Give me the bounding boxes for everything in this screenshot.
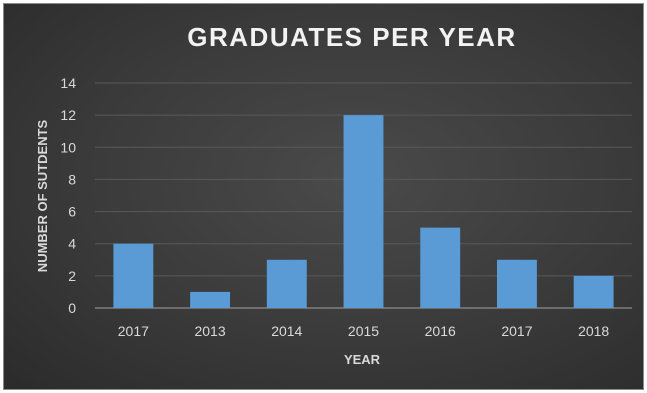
y-tick-label: 8 — [68, 171, 76, 187]
y-tick-label: 2 — [68, 268, 76, 284]
bars — [113, 115, 614, 309]
x-tick-label: 2016 — [425, 323, 456, 339]
x-tick-label: 2013 — [194, 323, 225, 339]
x-axis-title: YEAR — [344, 352, 381, 367]
y-axis-ticks: 0 2 4 6 8 10 12 14 — [60, 75, 76, 316]
y-axis-title: NUMBER OF SUTDENTS — [35, 119, 50, 272]
y-tick-label: 10 — [60, 139, 76, 155]
bar-3 — [343, 115, 384, 309]
x-axis-ticks: 2017 2013 2014 2015 2016 2017 2018 — [118, 323, 610, 339]
y-tick-label: 12 — [60, 107, 76, 123]
y-tick-label: 14 — [60, 75, 76, 91]
bar-1 — [190, 291, 231, 308]
chart-area — [3, 3, 644, 390]
bar-5 — [496, 259, 537, 308]
bar-4 — [420, 227, 461, 308]
bar-2 — [266, 259, 307, 308]
y-tick-label: 6 — [68, 204, 76, 220]
x-tick-label: 2017 — [118, 323, 149, 339]
x-tick-label: 2017 — [501, 323, 532, 339]
x-tick-label: 2015 — [348, 323, 379, 339]
bar-0 — [113, 243, 154, 308]
x-tick-label: 2014 — [271, 323, 302, 339]
y-tick-label: 4 — [68, 236, 76, 252]
y-tick-label: 0 — [68, 300, 76, 316]
x-tick-label: 2018 — [578, 323, 609, 339]
chart-title: GRADUATES PER YEAR — [187, 22, 516, 52]
bar-6 — [573, 275, 614, 308]
